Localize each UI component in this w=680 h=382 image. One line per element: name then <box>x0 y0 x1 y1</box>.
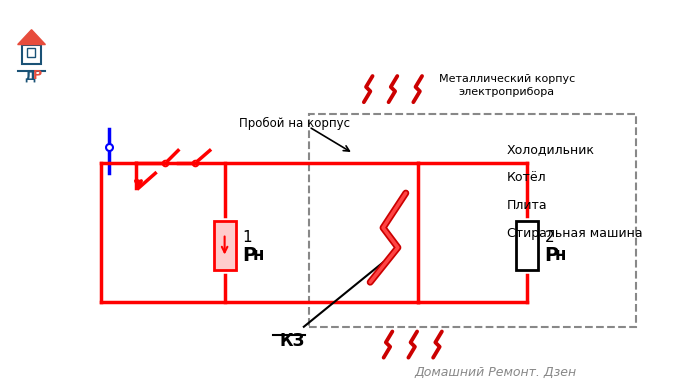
Text: 1: 1 <box>243 230 252 245</box>
Text: 2: 2 <box>545 230 554 245</box>
Text: Р: Р <box>243 246 256 265</box>
Bar <box>27 47 35 57</box>
Text: Металлический корпус
электроприбора: Металлический корпус электроприбора <box>439 74 575 97</box>
Text: Плита: Плита <box>507 199 547 212</box>
Bar <box>515 221 537 270</box>
Text: Котёл: Котёл <box>507 171 547 184</box>
Text: Р: Р <box>545 246 558 265</box>
Bar <box>214 221 235 270</box>
Text: Р: Р <box>33 69 41 82</box>
Text: Стиральная машина: Стиральная машина <box>507 227 643 240</box>
Text: Пробой на корпус: Пробой на корпус <box>239 117 350 130</box>
Text: Д: Д <box>24 69 36 82</box>
Bar <box>309 114 636 327</box>
Polygon shape <box>18 30 46 45</box>
Text: Домашний Ремонт. Дзен: Домашний Ремонт. Дзен <box>414 366 576 379</box>
Text: Холодильник: Холодильник <box>507 144 595 157</box>
Text: н: н <box>554 246 566 264</box>
Text: КЗ: КЗ <box>279 332 305 350</box>
Text: н: н <box>252 246 264 264</box>
